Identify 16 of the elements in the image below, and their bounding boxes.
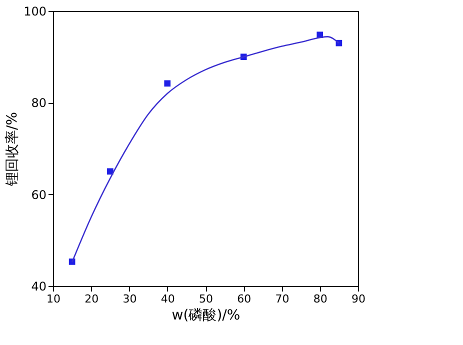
y-tick-label: 40 [31,280,46,294]
x-tick-label: 70 [275,292,290,306]
x-axis-title: w(磷酸)/% [172,308,240,324]
x-tick-label: 30 [122,292,137,306]
y-tick-label: 60 [31,188,46,202]
point [164,80,171,87]
x-tick-label: 90 [352,292,366,306]
x-tick-label: 50 [199,292,213,306]
x-tick-label: 80 [313,292,328,306]
x-tick-label: 60 [237,292,252,306]
x-tick-label: 20 [84,292,99,306]
x-tick-label: 40 [160,292,175,306]
y-tick-label: 80 [31,96,46,110]
y-tick-label: 100 [24,4,46,18]
y-axis-title: 锂回收率/% [4,112,21,188]
x-tick-label: 10 [46,292,60,306]
